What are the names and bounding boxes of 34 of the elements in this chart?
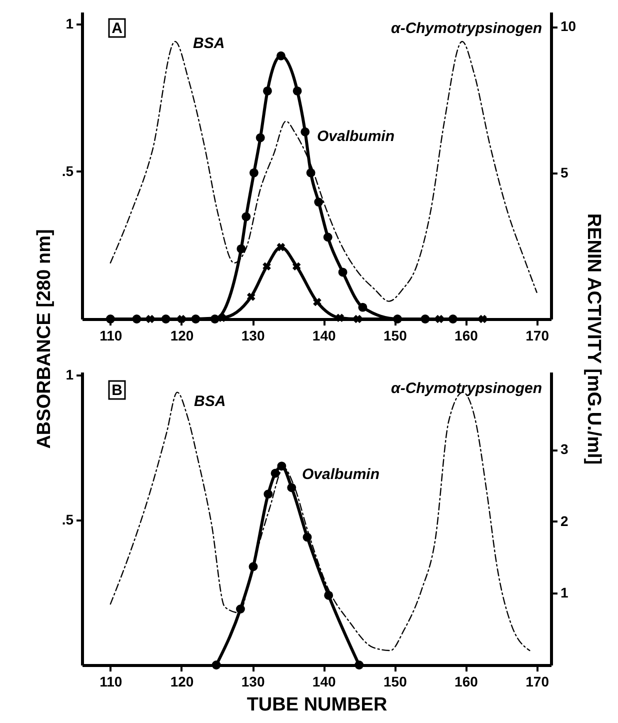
x-tick-label: 150 bbox=[383, 674, 408, 690]
y-axis-title: ABSORBANCE [280 nm] bbox=[34, 229, 55, 449]
annotation: α-Chymotrypsinogen bbox=[391, 380, 542, 397]
annotation: B bbox=[112, 382, 123, 399]
x-tick-label: 120 bbox=[170, 328, 194, 344]
y-tick-label: .5 bbox=[62, 511, 74, 528]
x-tick-label: 140 bbox=[312, 674, 336, 690]
y2-tick-label: 5 bbox=[560, 164, 568, 180]
annotation: BSA bbox=[194, 393, 226, 410]
y2-tick-label: 10 bbox=[560, 18, 576, 34]
x-tick-label: 150 bbox=[383, 328, 408, 344]
annotation: BSA bbox=[193, 35, 225, 52]
y2-tick-label: 3 bbox=[560, 441, 568, 458]
x-tick-label: 170 bbox=[526, 328, 550, 344]
y-tick-label: .5 bbox=[62, 162, 74, 179]
x-tick-label: 130 bbox=[241, 328, 265, 344]
x-tick-label: 110 bbox=[100, 328, 122, 344]
annotation: Ovalbumin bbox=[302, 466, 380, 483]
x-tick-label: 130 bbox=[241, 674, 265, 690]
annotation: α-Chymotrypsinogen bbox=[391, 20, 542, 37]
x-tick-label: 160 bbox=[454, 674, 478, 690]
x-tick-label: 160 bbox=[454, 328, 478, 344]
y2-tick-label: 2 bbox=[560, 512, 568, 529]
annotation: A bbox=[112, 20, 123, 37]
annotation: Ovalbumin bbox=[317, 128, 395, 145]
y2-tick-label: 1 bbox=[560, 584, 568, 601]
y-tick-label: 1 bbox=[66, 366, 74, 382]
x-tick-label: 170 bbox=[526, 674, 550, 690]
x-axis-title: TUBE NUMBER bbox=[246, 694, 388, 716]
x-tick-label: 120 bbox=[170, 674, 194, 690]
x-tick-label: 140 bbox=[312, 328, 336, 344]
y-tick-label: 1 bbox=[66, 15, 74, 32]
y2-axis-title: RENIN ACTIVITY [mG.U./ml] bbox=[583, 213, 604, 465]
x-tick-label: 110 bbox=[100, 674, 122, 690]
